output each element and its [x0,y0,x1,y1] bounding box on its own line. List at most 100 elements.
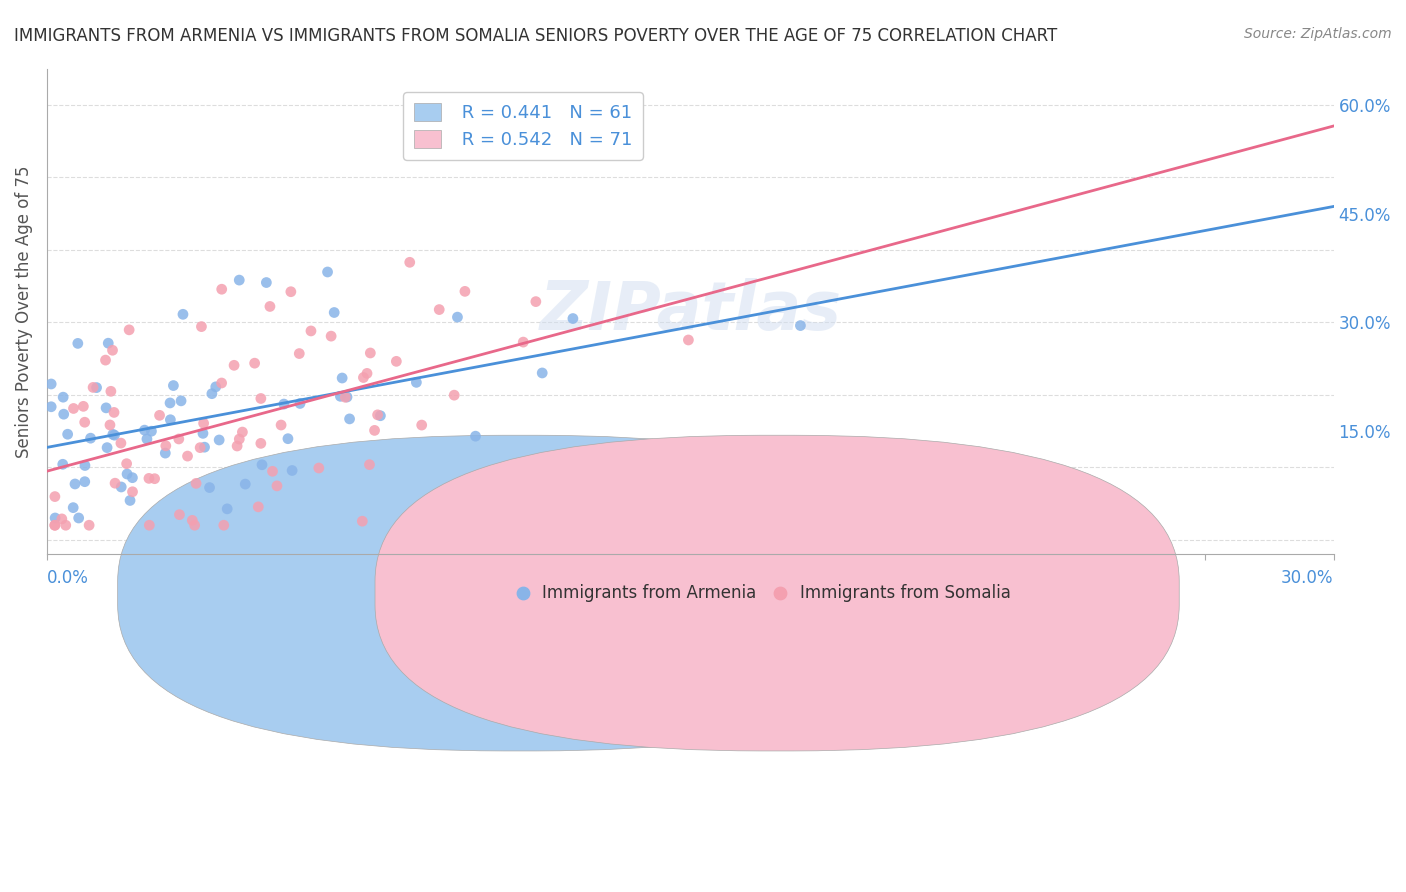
Point [352,370,374,384]
Point [169,508,191,522]
Point [266,479,288,493]
Point [134,423,156,437]
Point [370,409,392,423]
Point [51,512,73,526]
Point [97,336,120,351]
Point [211,282,233,296]
Point [101,427,124,442]
Point [367,408,389,422]
Point [231,425,253,439]
Point [55,518,77,533]
Point [398,255,420,269]
Point [243,356,266,370]
Point [280,285,302,299]
Point [212,518,235,533]
Point [288,396,311,410]
Text: Source: ZipAtlas.com: Source: ZipAtlas.com [1244,27,1392,41]
Point [359,458,381,472]
Point [121,471,143,485]
Point [321,329,343,343]
Point [82,380,104,394]
Point [443,388,465,402]
Point [198,481,221,495]
Point [86,381,108,395]
Point [162,378,184,392]
Point [201,386,224,401]
Text: ZIPatlas: ZIPatlas [540,278,841,344]
Point [446,310,468,325]
Point [94,401,117,415]
Point [100,384,122,399]
Point [176,449,198,463]
Point [62,500,84,515]
Legend:  R = 0.441   N = 61,  R = 0.542   N = 71: R = 0.441 N = 61, R = 0.542 N = 71 [404,92,643,160]
Point [233,477,256,491]
Point [66,336,89,351]
Point [184,476,207,491]
Text: 0.0%: 0.0% [46,569,89,587]
Point [330,371,353,385]
Point [228,273,250,287]
Point [155,439,177,453]
Text: 30.0%: 30.0% [1281,569,1334,587]
Point [79,431,101,445]
Point [204,380,226,394]
Point [359,346,381,360]
Point [193,417,215,431]
Point [222,359,245,373]
Point [138,518,160,533]
Point [405,376,427,390]
Point [329,389,352,403]
Point [96,441,118,455]
Point [62,401,84,416]
Point [678,333,700,347]
Point [104,476,127,491]
Point [427,302,450,317]
Point [211,376,233,390]
Point [217,501,239,516]
Point [561,311,583,326]
Point [52,390,75,404]
Y-axis label: Seniors Poverty Over the Age of 75: Seniors Poverty Over the Age of 75 [15,165,32,458]
Point [316,265,339,279]
Point [44,518,66,533]
Point [52,407,75,421]
Point [44,518,66,533]
Point [44,511,66,525]
Point [56,427,79,442]
Point [411,418,433,433]
Point [254,276,277,290]
Point [339,412,361,426]
Point [63,477,86,491]
Point [141,424,163,438]
Text: IMMIGRANTS FROM ARMENIA VS IMMIGRANTS FROM SOMALIA SENIORS POVERTY OVER THE AGE : IMMIGRANTS FROM ARMENIA VS IMMIGRANTS FR… [14,27,1057,45]
Point [115,467,138,481]
Point [281,463,304,477]
Point [155,446,177,460]
Point [148,409,170,423]
Point [136,432,159,446]
Point [110,480,132,494]
Point [73,458,96,473]
Point [524,294,547,309]
Point [44,490,66,504]
Point [73,475,96,489]
Point [512,335,534,350]
Point [72,400,94,414]
Point [110,436,132,450]
Point [98,417,121,432]
Point [228,432,250,446]
Point [159,396,181,410]
Point [336,390,359,404]
Point [259,300,281,314]
Point [103,405,125,419]
FancyBboxPatch shape [118,435,922,751]
Point [115,457,138,471]
Point [118,493,141,508]
FancyBboxPatch shape [375,435,1180,751]
Point [190,319,212,334]
Point [159,413,181,427]
Point [101,343,124,358]
Point [226,439,249,453]
Point [167,432,190,446]
